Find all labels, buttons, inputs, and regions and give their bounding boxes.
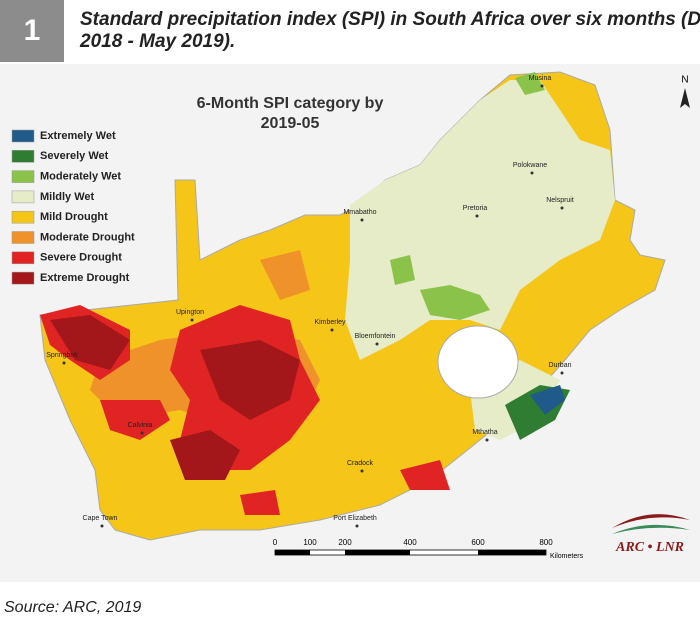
legend-swatch bbox=[11, 129, 35, 143]
figure-number: 1 bbox=[24, 14, 41, 47]
scale-label: 200 bbox=[338, 538, 352, 547]
city-label: Cape Town bbox=[83, 515, 118, 522]
region-severe-drought bbox=[240, 490, 280, 515]
scale-bar: 0 100 200 400 600 800 Kilometers bbox=[273, 538, 584, 560]
region-extreme-drought bbox=[170, 430, 240, 480]
region-severe-drought bbox=[100, 400, 170, 440]
region-mildly-wet bbox=[345, 80, 615, 360]
city-dot bbox=[560, 371, 564, 375]
legend-label: Mild Drought bbox=[40, 211, 108, 223]
logo-swoosh bbox=[612, 514, 690, 528]
city-label: Cradock bbox=[347, 460, 374, 467]
legend-label: Extreme Drought bbox=[40, 272, 130, 284]
map-title: 2019-05 bbox=[261, 115, 320, 132]
region-extreme-drought bbox=[50, 315, 130, 370]
city-label: Durban bbox=[549, 362, 572, 369]
north-label: N bbox=[681, 75, 688, 86]
region-extreme-drought bbox=[200, 340, 300, 420]
region-extremely-wet bbox=[530, 385, 565, 415]
legend-label: Mildly Wet bbox=[40, 191, 95, 203]
legend-label: Moderately Wet bbox=[40, 171, 121, 183]
logo-swoosh bbox=[612, 524, 690, 534]
city-dot bbox=[62, 361, 66, 365]
legend-label: Extremely Wet bbox=[40, 130, 116, 142]
scale-bar-segment bbox=[275, 550, 310, 555]
region-moderately-wet bbox=[420, 285, 490, 320]
city-label: Mthatha bbox=[472, 429, 497, 436]
cities: Musina Polokwane Nelspruit Pretoria Mmabatho… bbox=[46, 75, 574, 528]
city-label: Polokwane bbox=[513, 162, 547, 169]
figure-number-box bbox=[0, 0, 64, 62]
legend-label: Moderate Drought bbox=[40, 231, 135, 243]
scale-label: 0 bbox=[273, 538, 278, 547]
city-dot bbox=[190, 318, 194, 322]
city-dot bbox=[475, 214, 479, 218]
north-arrow bbox=[680, 88, 690, 108]
map-title: 6-Month SPI category by bbox=[197, 95, 384, 112]
legend-swatch bbox=[11, 190, 35, 204]
city-dot bbox=[360, 469, 364, 473]
city-label: Musina bbox=[529, 75, 552, 82]
region-severe-drought bbox=[400, 460, 450, 490]
legend-swatch bbox=[11, 150, 35, 163]
caption-line: 2018 - May 2019). bbox=[79, 31, 235, 52]
scale-label: 400 bbox=[403, 538, 417, 547]
city-label: Calvinia bbox=[128, 422, 153, 429]
region-moderate-drought bbox=[260, 250, 310, 300]
city-label: Nelspruit bbox=[546, 197, 574, 204]
city-dot bbox=[360, 218, 364, 222]
legend-swatch bbox=[11, 231, 35, 244]
city-label: Pretoria bbox=[463, 205, 488, 212]
scale-label: 100 bbox=[303, 538, 317, 547]
city-label: Bloemfontein bbox=[355, 333, 396, 340]
region-moderately-wet bbox=[390, 255, 415, 285]
caption: Standard precipitation index (SPI) in So… bbox=[79, 9, 700, 52]
source: Source: ARC, 2019 bbox=[4, 599, 141, 616]
city-label: Mmabatho bbox=[343, 209, 376, 216]
logo-text: ARC • LNR bbox=[615, 540, 684, 555]
scale-unit: Kilometers bbox=[550, 553, 584, 560]
scale-label: 800 bbox=[539, 538, 553, 547]
legend-swatch bbox=[11, 210, 35, 224]
city-label: Upington bbox=[176, 309, 204, 316]
city-dot bbox=[140, 431, 144, 435]
city-label: Kimberley bbox=[314, 319, 346, 326]
city-dot bbox=[375, 342, 379, 346]
city-dot bbox=[530, 171, 534, 175]
legend: Extremely Wet Severely Wet Moderately Wet M… bbox=[11, 129, 135, 285]
scale-label: 600 bbox=[471, 538, 485, 547]
lesotho bbox=[437, 325, 519, 399]
city-dot bbox=[330, 328, 334, 332]
legend-swatch bbox=[11, 170, 35, 183]
legend-swatch bbox=[11, 251, 35, 265]
legend-label: Severe Drought bbox=[40, 252, 122, 264]
city-dot bbox=[485, 438, 489, 442]
region-moderately-wet bbox=[515, 72, 545, 95]
city-dot bbox=[100, 524, 104, 528]
city-dot bbox=[540, 84, 544, 88]
scale-bar-segment bbox=[345, 550, 410, 555]
city-dot bbox=[560, 206, 564, 210]
legend-label: Severely Wet bbox=[40, 150, 109, 162]
map-shapes bbox=[39, 71, 666, 541]
scale-bar-segment bbox=[478, 550, 546, 555]
city-label: Springbok bbox=[46, 352, 78, 359]
city-dot bbox=[355, 524, 359, 528]
caption-line: Standard precipitation index (SPI) in So… bbox=[80, 9, 700, 30]
legend-swatch bbox=[11, 271, 35, 285]
city-label: Port Elizabeth bbox=[333, 515, 377, 522]
